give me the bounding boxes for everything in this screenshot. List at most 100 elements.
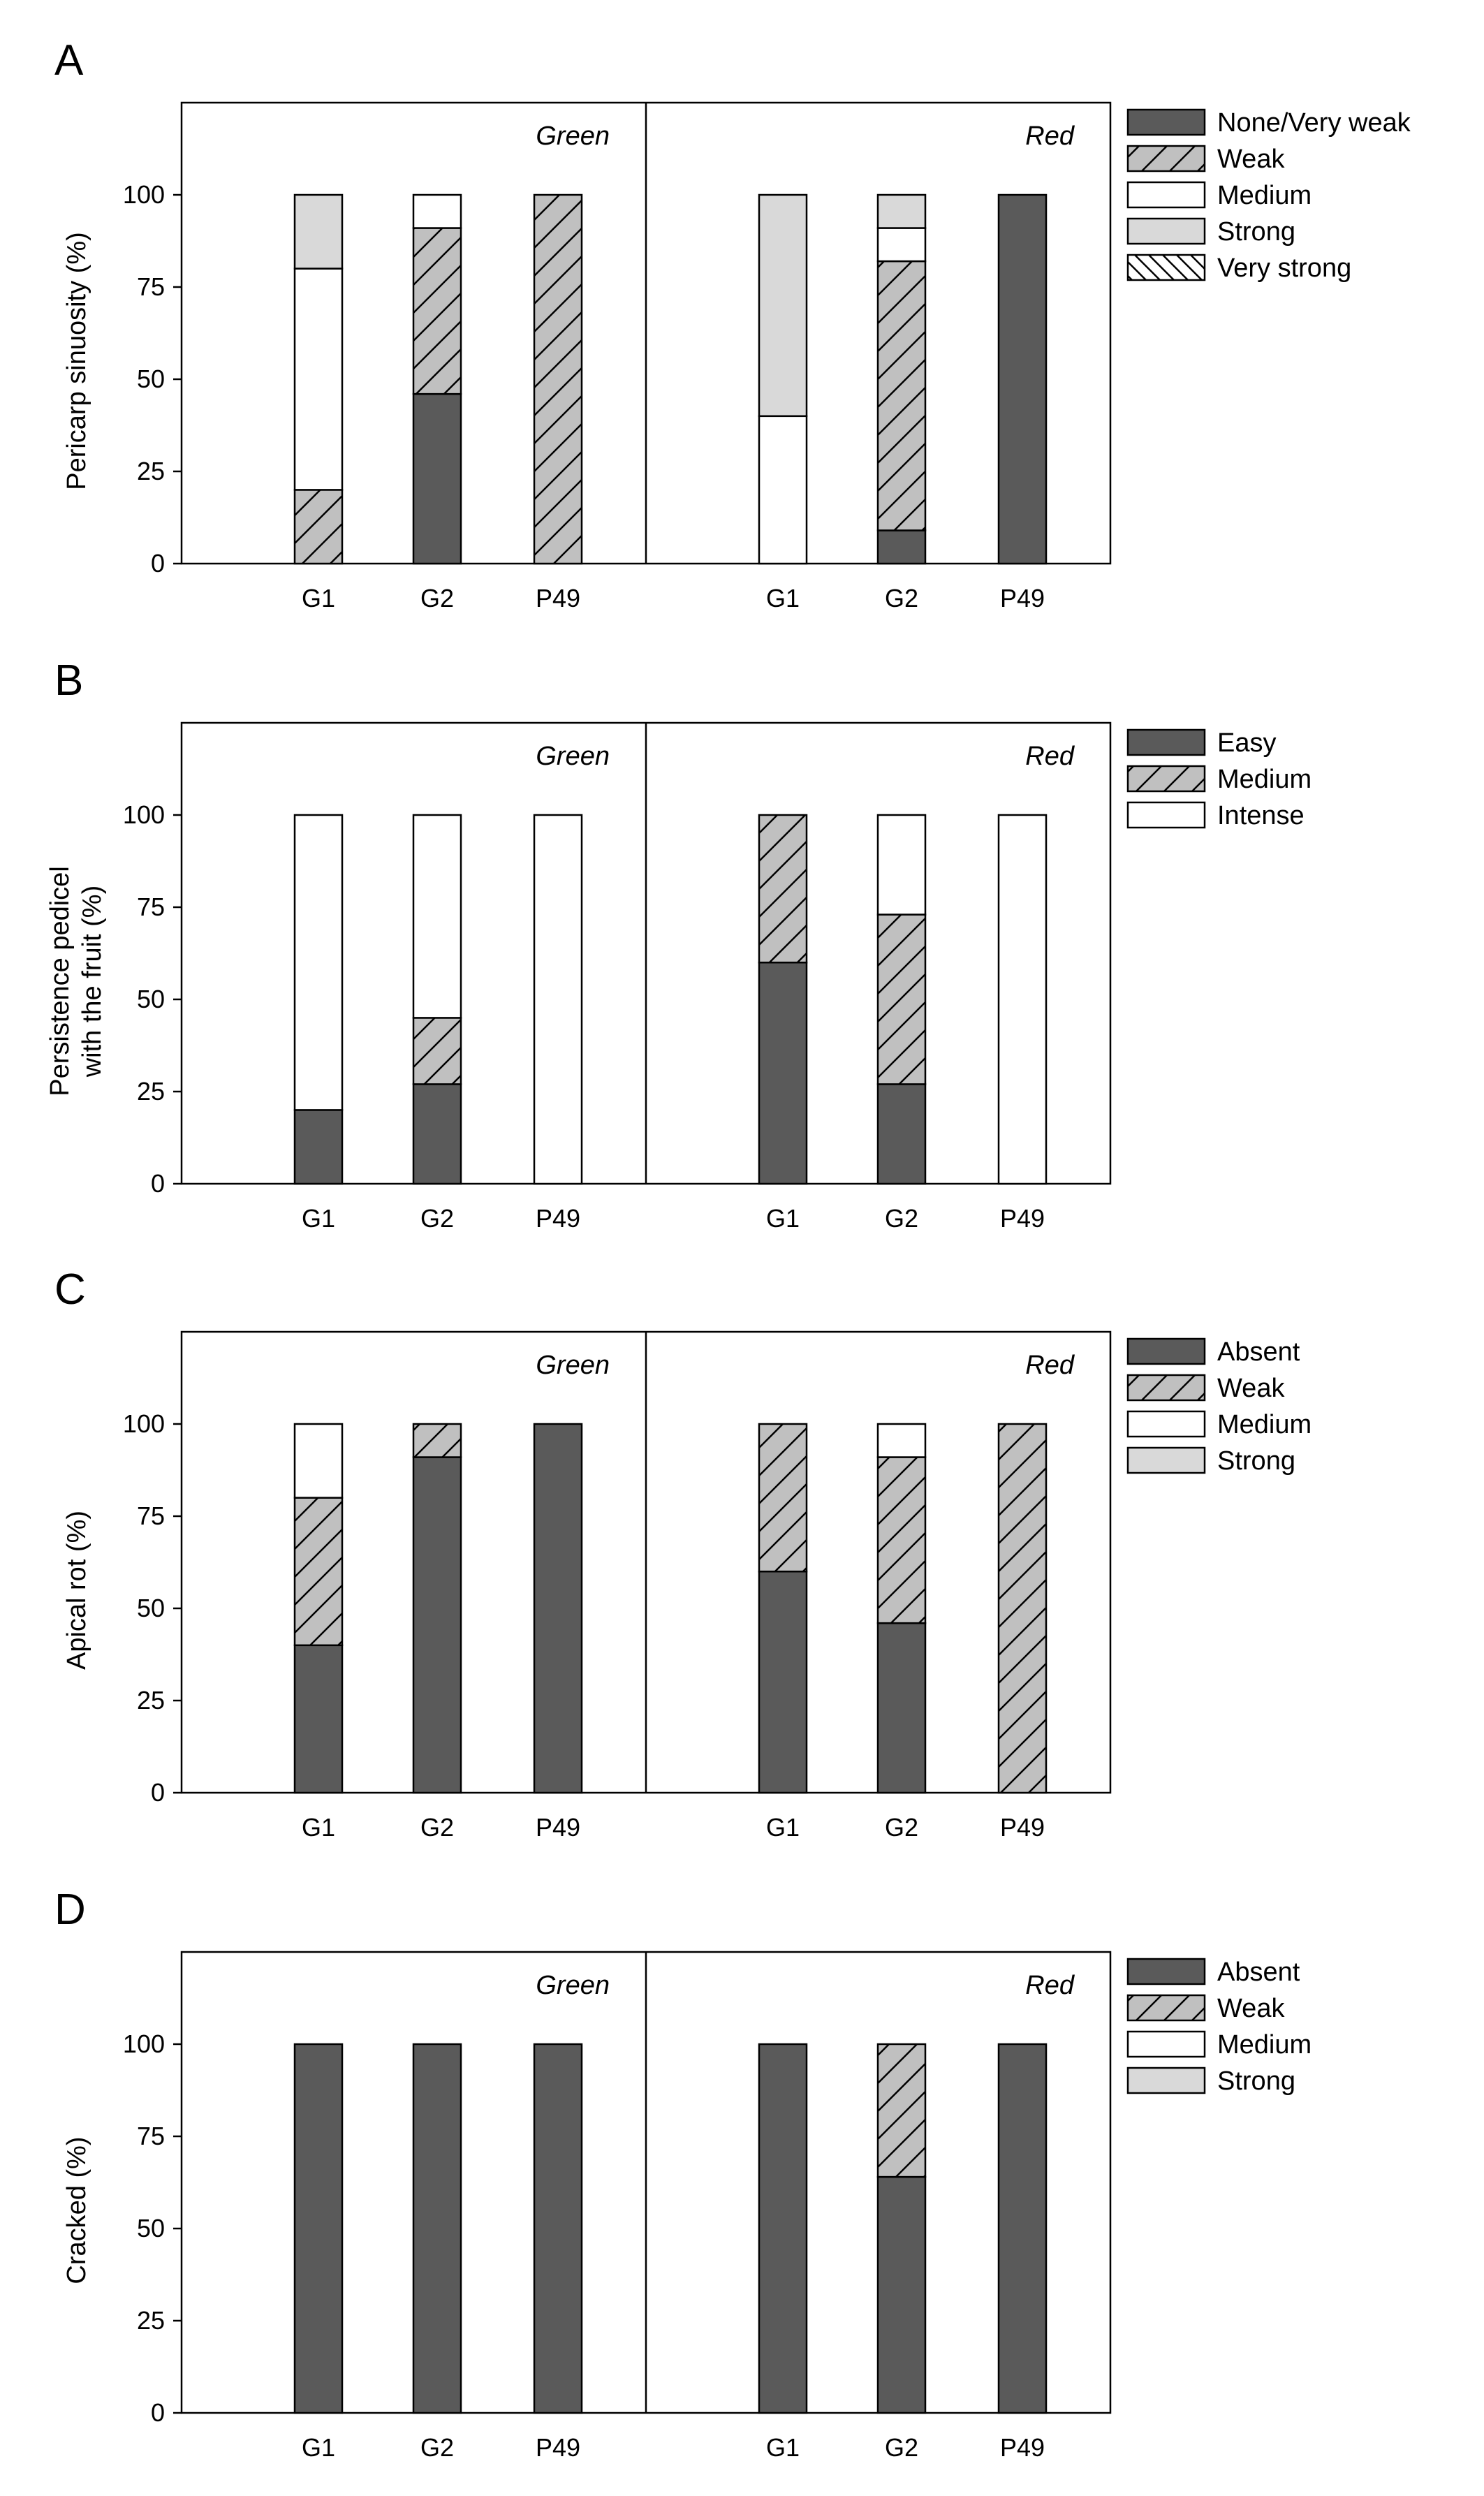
bar-red-g1-strong (758, 193, 808, 418)
y-tick-label: 50 (137, 985, 165, 1013)
bar-red-g2-easy (876, 1083, 927, 1185)
y-tick-label: 25 (137, 1686, 165, 1715)
bar-red-g2-strong (876, 193, 927, 229)
panel-c: C 0 25 50 75 100 Apical rot (%) Green Red G1 G2 P49… (54, 1265, 1312, 1842)
y-tick-label: 0 (151, 1778, 165, 1807)
bar-green-g2-absent (412, 1456, 462, 1794)
y-tick-label: 100 (123, 2029, 165, 2058)
panel-d: D 0 25 50 75 100 Cracked (%) Green Red G1 G2 P49 G1 G… (54, 1886, 1312, 2462)
legend-label-none-very-weak: None/Very weak (1217, 108, 1411, 138)
x-tick-label: P49 (1000, 2433, 1045, 2462)
legend-label-medium: Medium (1217, 181, 1312, 210)
bar-red-p49-none-very-weak (997, 193, 1048, 565)
bar-red-g1-weak (758, 1423, 808, 1573)
bar-red-g2-weak (876, 260, 927, 531)
panel-label: B (54, 656, 83, 705)
x-tick-label: P49 (1000, 1813, 1045, 1842)
bar-red-g2-weak (876, 1456, 927, 1624)
bar-red-g2-medium (876, 913, 927, 1085)
x-tick-label: G1 (766, 584, 800, 612)
legend-swatch-medium (1126, 2030, 1206, 2058)
bar-green-g1-strong (293, 193, 344, 270)
bar-red-p49-weak (997, 1423, 1048, 1794)
group-title-green: Green (536, 742, 610, 771)
legend-label-strong: Strong (1217, 2066, 1295, 2096)
x-tick-label: P49 (1000, 1204, 1045, 1233)
y-tick-label: 25 (137, 457, 165, 485)
x-tick-label: G2 (420, 1204, 454, 1233)
y-tick-label: 100 (123, 180, 165, 209)
y-tick-label: 50 (137, 1594, 165, 1622)
legend-label-weak: Weak (1217, 1994, 1285, 2023)
y-axis-label: with the fruit (%) (78, 886, 107, 1078)
y-tick-label: 25 (137, 1077, 165, 1106)
x-tick-label: G1 (766, 1813, 800, 1842)
bar-green-g2-easy (412, 1083, 462, 1185)
x-tick-label: P49 (536, 2433, 580, 2462)
bar-green-g1-weak (293, 1497, 344, 1647)
group-title-red: Red (1025, 1351, 1075, 1380)
panel-label: D (54, 1886, 86, 1934)
bar-green-g2-medium (412, 1017, 462, 1085)
x-tick-label: G2 (420, 1813, 454, 1842)
x-tick-label: G1 (766, 1204, 800, 1233)
panel-label: C (54, 1265, 86, 1314)
legend-label-easy: Easy (1217, 728, 1276, 758)
y-axis-label: Cracked (%) (62, 2136, 91, 2284)
legend-label-absent: Absent (1217, 1337, 1300, 1367)
bar-green-g1-absent (293, 2043, 344, 2414)
x-tick-label: P49 (536, 1204, 580, 1233)
x-tick-label: G2 (885, 2433, 918, 2462)
bar-red-g2-absent (876, 1622, 927, 1794)
bar-red-g2-none-very-weak (876, 529, 927, 565)
bar-green-g2-medium (412, 193, 462, 229)
y-axis-label: Apical rot (%) (62, 1511, 91, 1670)
legend-swatch-very-strong (1126, 254, 1206, 281)
bar-green-g2-intense (412, 814, 462, 1019)
legend-swatch-medium (1126, 1410, 1206, 1438)
group-title-green: Green (536, 1351, 610, 1380)
bar-red-g1-easy (758, 961, 808, 1185)
y-axis-label: Pericarp sinuosity (%) (62, 232, 91, 490)
x-tick-label: P49 (536, 1813, 580, 1842)
legend-swatch-strong (1126, 1446, 1206, 1474)
x-tick-label: G2 (420, 2433, 454, 2462)
y-tick-label: 100 (123, 1409, 165, 1438)
legend-label-strong: Strong (1217, 217, 1295, 247)
group-title-red: Red (1025, 122, 1075, 151)
group-title-red: Red (1025, 1971, 1075, 2000)
y-tick-label: 100 (123, 800, 165, 829)
bar-red-p49-absent (997, 2043, 1048, 2414)
panel-a: A 0 25 50 75 100 Pericarp sinuosity (%) Green Re… (54, 36, 1411, 612)
legend-swatch-medium (1126, 765, 1206, 793)
bar-green-g2-absent (412, 2043, 462, 2414)
y-tick-label: 75 (137, 893, 165, 921)
y-tick-label: 50 (137, 2214, 165, 2242)
x-tick-label: G2 (885, 1204, 918, 1233)
x-tick-label: G1 (302, 1204, 335, 1233)
y-tick-label: 25 (137, 2306, 165, 2335)
legend-swatch-none-very-weak (1126, 108, 1206, 136)
legend-swatch-intense (1126, 801, 1206, 829)
legend-swatch-weak (1126, 145, 1206, 172)
group-title-green: Green (536, 122, 610, 151)
x-tick-label: P49 (1000, 584, 1045, 612)
bar-green-p49-absent (533, 2043, 583, 2414)
x-tick-label: G1 (302, 1813, 335, 1842)
x-tick-label: G2 (420, 584, 454, 612)
x-tick-label: G2 (885, 1813, 918, 1842)
y-tick-label: 75 (137, 2122, 165, 2150)
y-tick-label: 0 (151, 549, 165, 578)
bar-green-g1-intense (293, 814, 344, 1111)
bar-red-g2-medium (876, 1423, 927, 1458)
bar-green-g1-easy (293, 1109, 344, 1185)
legend-label-absent: Absent (1217, 1958, 1300, 1987)
bar-green-p49-intense (533, 814, 583, 1185)
bar-red-p49-intense (997, 814, 1048, 1185)
bar-red-g1-medium (758, 415, 808, 565)
legend-label-medium: Medium (1217, 1410, 1312, 1439)
bar-red-g1-absent (758, 1570, 808, 1794)
bar-green-g2-none-very-weak (412, 392, 462, 565)
bar-green-g2-weak (412, 227, 462, 395)
